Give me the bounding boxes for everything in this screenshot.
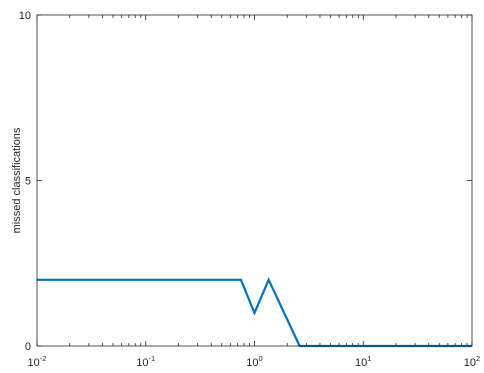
y-tick-label: 5 bbox=[25, 176, 31, 188]
axes-box bbox=[36, 14, 473, 347]
x-tick-label: 10-2 bbox=[28, 354, 47, 369]
x-tick-label: 101 bbox=[355, 354, 371, 369]
y-tick-label: 0 bbox=[25, 341, 31, 353]
x-tick-labels: 10-2 10-1 100 101 102 bbox=[28, 354, 481, 369]
x-tick-label: 10-1 bbox=[136, 354, 155, 369]
x-tick-label: 100 bbox=[246, 354, 262, 369]
x-tick-label: 102 bbox=[464, 354, 480, 369]
y-tick-labels: 0 5 10 bbox=[19, 10, 31, 353]
plot-area bbox=[37, 15, 472, 346]
y-tick-label: 10 bbox=[19, 10, 31, 22]
y-axis-title: missed classifications bbox=[11, 127, 23, 233]
